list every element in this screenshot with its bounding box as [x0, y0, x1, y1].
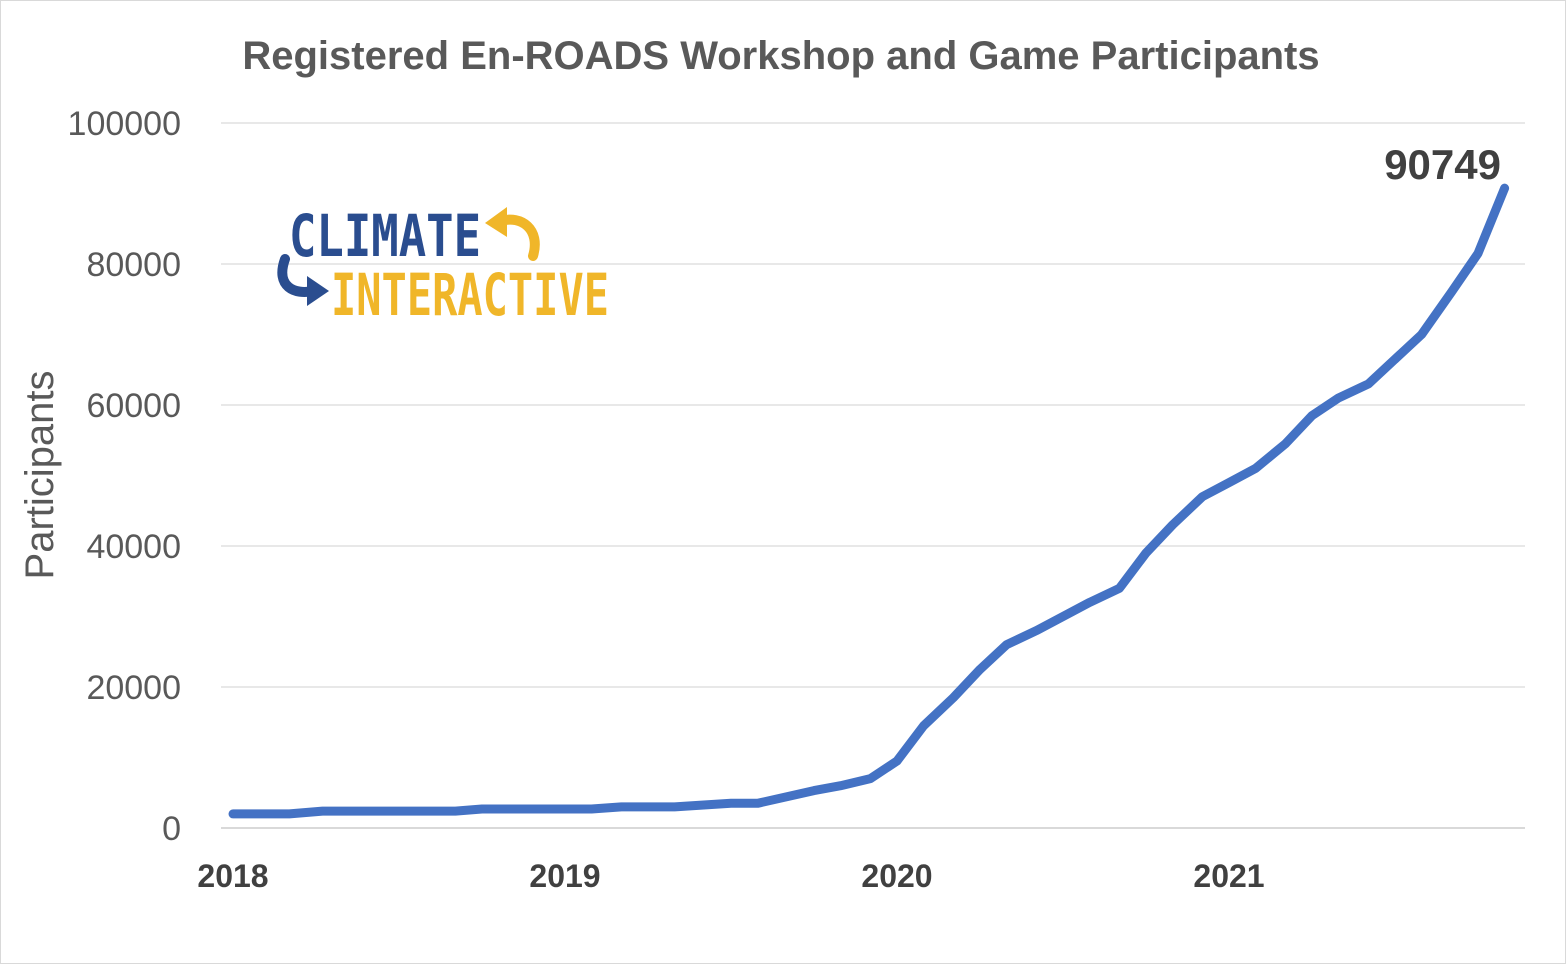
- y-tick-label: 100000: [68, 105, 181, 143]
- series-line: [228, 183, 1510, 819]
- y-tick-label: 40000: [86, 528, 181, 566]
- x-tick-label: 2021: [1193, 858, 1264, 894]
- x-tick-label: 2020: [861, 858, 932, 894]
- y-tick-label: 0: [162, 810, 181, 848]
- y-tick-label: 20000: [86, 669, 181, 707]
- arrowhead-right-icon: [307, 276, 329, 306]
- end-value-label: 90749: [1384, 141, 1501, 188]
- x-tick-label: 2019: [529, 858, 600, 894]
- chart-title: Registered En-ROADS Workshop and Game Pa…: [242, 34, 1319, 78]
- climate-interactive-logo: CLIMATE INTERACTIVE: [277, 202, 609, 329]
- x-axis-ticks: 2018 2019 2020 2021: [197, 858, 1264, 894]
- x-tick-label: 2018: [197, 858, 268, 894]
- y-axis-label: Participants: [18, 371, 62, 580]
- y-axis-ticks: 0 20000 40000 60000 80000 100000: [68, 105, 181, 848]
- arrowhead-left-icon: [485, 207, 507, 237]
- series-polyline: [228, 183, 1510, 819]
- y-tick-label: 80000: [86, 246, 181, 284]
- y-tick-label: 60000: [86, 387, 181, 425]
- logo-text-climate: CLIMATE: [289, 202, 481, 270]
- logo-text-interactive: INTERACTIVE: [331, 261, 609, 329]
- gridlines: [221, 122, 1525, 829]
